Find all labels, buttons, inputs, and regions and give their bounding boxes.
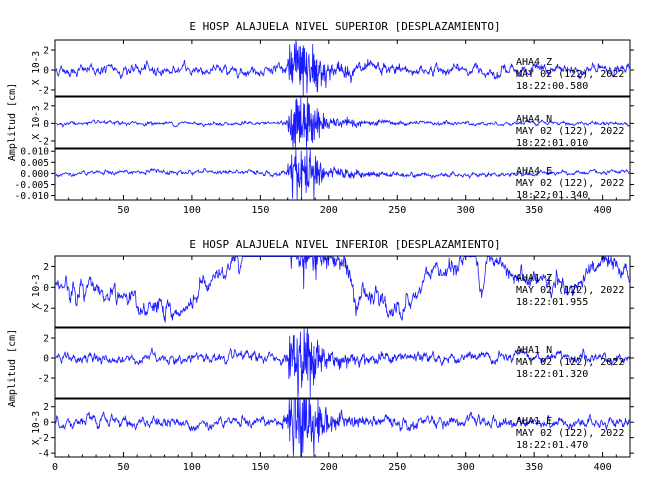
chart-group-lower: E HOSP ALAJUELA NIVEL INFERIOR [DESPLAZA… (7, 238, 634, 473)
station-name-label: AHA4 E (516, 166, 552, 177)
seismic-trace-line (54, 40, 631, 96)
station-time-label: 18:22:01.470 (516, 440, 588, 451)
y-tick-label: -4 (38, 449, 50, 460)
y-tick-label: -2 (38, 374, 49, 385)
y-axis-label-lower: Amplitud [cm] (7, 329, 18, 407)
y-tick-label: 0 (43, 66, 49, 77)
station-time-label: 18:22:01.955 (516, 297, 588, 308)
x-tick-label: 350 (525, 205, 543, 216)
y-tick-label: 2 (43, 334, 49, 345)
station-name-label: AHA1 Z (516, 273, 552, 284)
chart-group-upper: E HOSP ALAJUELA NIVEL SUPERIOR [DESPLAZA… (7, 20, 634, 216)
x-tick-label: 200 (320, 205, 338, 216)
y-unit-label: X 10-3 (31, 274, 42, 308)
station-date-label: MAY 02 (122), 2022 (516, 126, 624, 137)
station-name-label: AHA1 N (516, 345, 552, 356)
x-tick-label: 50 (117, 205, 129, 216)
seismic-trace-line (54, 149, 631, 200)
y-unit-label: X 10-3 (31, 411, 42, 445)
x-tick-label: 50 (117, 462, 129, 473)
station-time-label: 18:22:01.340 (516, 190, 588, 201)
seismic-trace-line (54, 399, 630, 457)
y-tick-label: 0.010 (20, 147, 49, 158)
y-tick-label: -0.005 (15, 180, 49, 191)
seismic-trace-line (55, 97, 631, 148)
station-time-label: 18:22:00.580 (516, 81, 588, 92)
y-unit-label: X 10-3 (31, 105, 42, 139)
x-axis-lower: 0 50 100 150 200 250 300 350 400 (52, 256, 631, 473)
station-name-label: AHA1 E (516, 416, 552, 427)
y-tick-label: 0 (43, 283, 49, 294)
station-name-label: AHA4 Z (516, 57, 552, 68)
seismic-trace-line (54, 255, 631, 323)
y-tick-label: -2 (38, 86, 49, 97)
x-tick-label: 100 (183, 205, 201, 216)
panel-frame (54, 327, 631, 399)
y-tick-label: 2 (43, 402, 49, 413)
y-tick-label: -0.010 (15, 191, 50, 202)
x-tick-label: 150 (251, 205, 269, 216)
y-axis-label-upper: Amplitud [cm] (7, 83, 18, 161)
station-date-label: MAY 02 (122), 2022 (516, 428, 624, 439)
panel-frame (54, 96, 631, 149)
x-tick-label: 300 (457, 462, 475, 473)
x-tick-label: 100 (183, 462, 201, 473)
station-date-label: MAY 02 (122), 2022 (516, 357, 624, 368)
x-tick-label: 300 (457, 205, 475, 216)
station-time-label: 18:22:01.320 (516, 369, 588, 380)
x-tick-label: 200 (320, 462, 338, 473)
y-tick-label: -2 (38, 136, 49, 147)
y-unit-label: X 10-3 (31, 51, 42, 85)
y-tick-label: 2 (43, 46, 49, 57)
seismic-trace-line (54, 328, 631, 398)
station-date-label: MAY 02 (122), 2022 (516, 178, 624, 189)
x-tick-label: 150 (251, 462, 269, 473)
x-tick-label: 400 (594, 462, 612, 473)
y-tick-label: 0 (43, 119, 49, 130)
y-tick-label: 0.000 (20, 169, 49, 180)
station-time-label: 18:22:01.010 (516, 138, 588, 149)
y-tick-label: 0 (43, 354, 49, 365)
y-tick-label: -2 (38, 433, 49, 444)
station-name-label: AHA4 N (516, 114, 552, 125)
chart-title-lower: E HOSP ALAJUELA NIVEL INFERIOR [DESPLAZA… (189, 238, 500, 251)
y-tick-label: 0 (43, 418, 49, 429)
x-tick-label: 250 (388, 462, 406, 473)
x-tick-label: 250 (388, 205, 406, 216)
x-tick-label: 400 (594, 205, 612, 216)
x-tick-label: 350 (525, 462, 543, 473)
y-tick-label: 2 (43, 262, 49, 273)
x-tick-label: 0 (52, 462, 58, 473)
y-tick-label: 2 (43, 101, 49, 112)
station-date-label: MAY 02 (122), 2022 (516, 69, 624, 80)
chart-title-upper: E HOSP ALAJUELA NIVEL SUPERIOR [DESPLAZA… (189, 20, 500, 33)
x-axis-upper: 50 100 150 200 250 300 350 400 (68, 40, 631, 216)
station-date-label: MAY 02 (122), 2022 (516, 285, 624, 296)
panel-frame (54, 255, 631, 328)
y-tick-label: -2 (38, 304, 49, 315)
y-tick-label: 0.005 (20, 158, 49, 169)
